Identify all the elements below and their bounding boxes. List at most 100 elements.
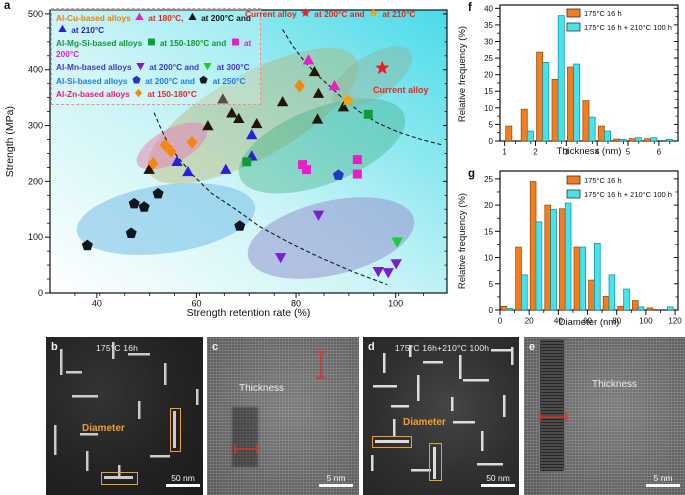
triangle-up-marker-icon: [188, 12, 197, 21]
panel-e-thickness-label: Thickness: [592, 379, 638, 390]
diamond-marker-icon: [135, 88, 143, 98]
triangle-down-marker-icon: [203, 62, 213, 71]
panel-a-ylabel: Strength (MPa): [4, 106, 16, 178]
panel-f-ylabel: Relative frequency (%): [457, 26, 468, 123]
panel-letter-d: d: [368, 341, 375, 353]
legend-text: at 200°C and: [146, 62, 202, 72]
legend-text: at 150-180°C: [145, 89, 197, 99]
scale-bar-label: 5 nm: [653, 473, 673, 483]
svg-text:20: 20: [484, 201, 493, 210]
precipitate-diameter-histogram: 0 20 40 60 80 100 120 0 5 10 15 20 25 175°C 16 h 175°C…: [484, 170, 682, 326]
svg-text:300: 300: [28, 121, 43, 131]
panel-a-xlabel: Strength retention rate (%): [186, 307, 311, 319]
legend-row: Al-Cu-based alloys at 180°C, at 200°C an…: [56, 12, 256, 35]
scale-bar-label: 50 nm: [486, 473, 510, 483]
legend-row: Al-Si-based alloys at 200°C and at 250°C: [56, 75, 256, 87]
panel-f-thickness-chart: f 1 2 3 4 5 6 0 5 10 15 20 25 30 35 40 175°C 16 h 175°C …: [455, 0, 685, 165]
legend-row: Al-Mn-based alloys at 200°C and at 300°C: [56, 61, 256, 73]
svg-text:20: 20: [484, 71, 493, 80]
panel-b-condition-label: 175°C 16h: [96, 343, 139, 353]
svg-text:0: 0: [489, 137, 494, 146]
scale-bar-label: 5 nm: [326, 473, 346, 483]
svg-text:10: 10: [484, 104, 493, 113]
triangle-up-marker-icon: [135, 12, 144, 21]
svg-text:2: 2: [533, 148, 538, 157]
svg-text:200: 200: [28, 176, 43, 186]
panel-a-legend: Al-Cu-based alloys at 180°C, at 200°C an…: [51, 8, 261, 105]
panel-a-strength-chart: 40 60 80 100 0 100 200 300 400 500 Strength reten…: [0, 0, 455, 335]
star-marker-icon: [368, 8, 379, 18]
legend-text: Al-Mn-based alloys: [56, 62, 134, 72]
scale-bar-label: 50 nm: [171, 473, 195, 483]
legend-row: Al-Zn-based alloys at 150-180°C: [56, 88, 256, 100]
triangle-up-marker-icon: [58, 24, 67, 32]
panel-c-thickness-label: Thickness: [239, 383, 285, 394]
svg-text:4: 4: [595, 148, 600, 157]
svg-text:0: 0: [498, 317, 503, 326]
svg-text:40: 40: [92, 299, 102, 309]
legend-text: at 150-180°C and: [157, 38, 229, 48]
svg-text:100: 100: [28, 232, 43, 242]
legend-text: at 200°C and: [198, 13, 251, 23]
panel-letter-c: c: [212, 341, 219, 353]
diameter-highlight-rect-vertical: [429, 443, 442, 481]
pentagon-marker-icon: [132, 75, 141, 83]
svg-text:15: 15: [484, 87, 493, 96]
panel-d-scale-bar: 50 nm: [481, 473, 515, 487]
svg-text:0: 0: [38, 288, 43, 298]
diameter-highlight-rect-horizontal: [372, 436, 412, 448]
svg-text:0: 0: [489, 306, 494, 315]
legend-text: at 200°C and: [311, 9, 367, 19]
diameter-highlight-rect-vertical: [170, 408, 181, 452]
panel-letter-g: g: [468, 168, 476, 180]
panel-g-ylabel: Relative frequency (%): [457, 193, 468, 290]
legend-text: at 200°C and: [142, 75, 198, 86]
square-marker-icon: [231, 38, 239, 46]
strength-scatter-plot: 40 60 80 100 0 100 200 300 400 500: [0, 0, 455, 340]
panel-letter-f: f: [468, 2, 472, 14]
precipitate-feature: [232, 407, 258, 467]
panel-letter-e: e: [529, 341, 536, 353]
svg-text:100: 100: [639, 317, 653, 326]
svg-text:30: 30: [484, 37, 493, 46]
panel-g-diameter-chart: g 0 20 40 60 80 100 120 0 5 10 15 20 25 175°C 16 h 175…: [455, 165, 685, 337]
panel-d-condition-label: 175°C 16h+210°C 100h: [395, 343, 490, 353]
legend-text: Al-Si-based alloys: [56, 75, 130, 86]
legend-text: Al-Zn-based alloys: [56, 89, 133, 99]
svg-text:120: 120: [668, 317, 682, 326]
svg-text:40: 40: [484, 4, 493, 13]
current-alloy-annotation: Current alloy: [373, 85, 429, 95]
panel-b-diameter-label: Diameter: [82, 423, 125, 434]
triangle-down-marker-icon: [136, 62, 145, 71]
svg-text:3: 3: [564, 148, 569, 157]
panel-c-hrtem-image: c Thickness 5 nm: [207, 337, 359, 495]
diameter-highlight-rect-horizontal: [101, 472, 138, 485]
svg-text:1: 1: [502, 148, 507, 157]
legend-text: Al-Cu-based alloys: [56, 13, 133, 23]
panel-e-hrtem-image: e Thickness 5 nm: [524, 337, 685, 495]
svg-text:15: 15: [484, 227, 493, 236]
svg-text:175°C 16 h + 210°C 100 h: 175°C 16 h + 210°C 100 h: [584, 190, 672, 199]
svg-text:175°C 16 h: 175°C 16 h: [584, 176, 622, 185]
current-alloy-legend: Current alloy at 200°C and at 210°C: [245, 8, 415, 19]
star-marker-icon: [300, 8, 311, 18]
svg-text:6: 6: [657, 148, 662, 157]
panel-letter-a: a: [4, 0, 11, 12]
svg-text:10: 10: [484, 254, 493, 263]
svg-text:25: 25: [484, 175, 493, 184]
svg-text:80: 80: [291, 299, 301, 309]
legend-text: at 250°C: [210, 75, 246, 86]
precipitate-needle: [540, 339, 564, 471]
svg-text:100: 100: [388, 299, 403, 309]
thickness-measure-marker: [234, 444, 258, 454]
panel-letter-b: b: [51, 341, 58, 353]
square-marker-icon: [147, 38, 155, 46]
svg-text:5: 5: [626, 148, 631, 157]
panel-b-scale-bar: 50 nm: [166, 473, 200, 487]
svg-text:35: 35: [484, 21, 493, 30]
legend-text: at 210°C: [380, 9, 416, 19]
thickness-measure-marker: [539, 412, 567, 422]
svg-text:500: 500: [28, 9, 43, 19]
thickness-measure-marker: [316, 351, 326, 379]
